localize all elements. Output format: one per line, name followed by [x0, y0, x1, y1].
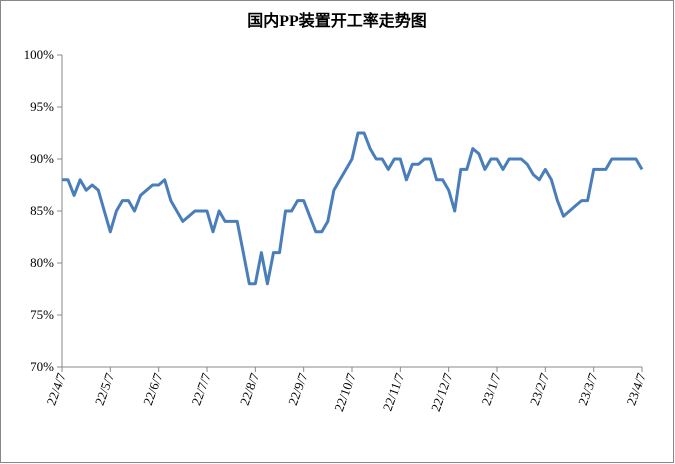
y-tick-label: 80% [30, 255, 54, 270]
chart-title: 国内PP装置开工率走势图 [247, 11, 427, 30]
y-tick-label: 100% [24, 47, 55, 62]
y-tick-label: 85% [30, 203, 54, 218]
y-tick-label: 70% [30, 359, 54, 374]
y-tick-label: 75% [30, 307, 54, 322]
data-line [62, 131, 644, 286]
y-tick-label: 95% [30, 99, 54, 114]
y-tick-label: 90% [30, 151, 54, 166]
